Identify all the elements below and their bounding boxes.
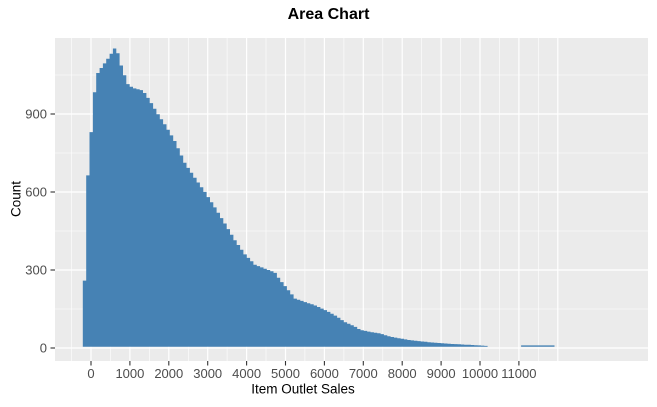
y-tick-label: 300	[25, 263, 47, 278]
x-tick-label: 10000	[462, 366, 498, 381]
x-tick-label: 5000	[271, 366, 300, 381]
x-tick-label: 11000	[501, 366, 536, 381]
x-tick-label: 0	[87, 366, 94, 381]
x-tick-label: 8000	[388, 366, 417, 381]
x-tick-label: 2000	[154, 366, 183, 381]
area-series	[82, 48, 556, 347]
y-tick-label: 0	[40, 341, 47, 356]
chart-title: Area Chart	[287, 6, 370, 23]
y-tick-label: 900	[25, 107, 47, 122]
x-tick-label: 3000	[193, 366, 222, 381]
x-tick-label: 1000	[115, 366, 144, 381]
x-tick-label: 6000	[310, 366, 339, 381]
x-tick-label: 7000	[349, 366, 378, 381]
x-tick-label: 4000	[232, 366, 261, 381]
x-axis-title: Item Outlet Sales	[251, 381, 355, 397]
x-tick-label: 9000	[427, 366, 456, 381]
y-tick-label: 600	[25, 185, 47, 200]
